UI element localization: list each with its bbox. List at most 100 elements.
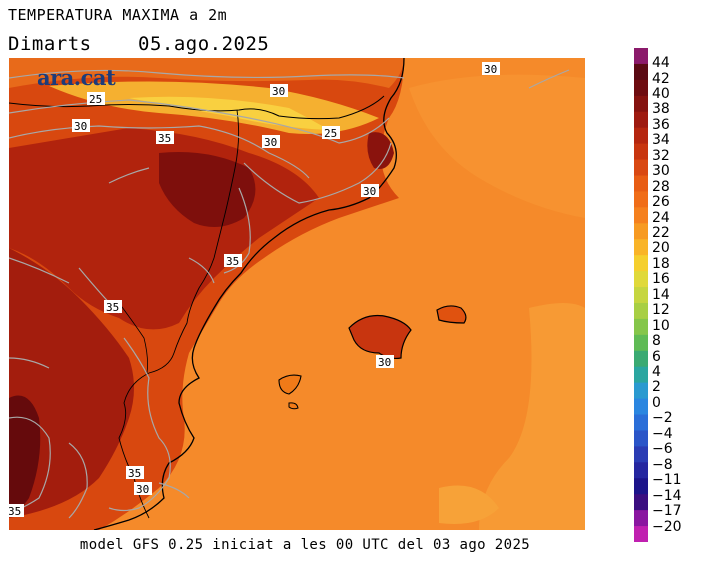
contour-label: 35 <box>106 301 119 314</box>
map-title: TEMPERATURA MAXIMA a 2m <box>8 6 228 24</box>
contour-line <box>68 442 88 519</box>
legend-swatch <box>634 302 648 320</box>
legend-swatch <box>634 446 648 463</box>
legend-swatch <box>634 223 648 240</box>
contour-line <box>158 482 190 499</box>
color-legend-bar <box>634 48 648 542</box>
legend-swatch <box>634 239 648 256</box>
legend-label: 12 <box>652 302 670 319</box>
contour-label: 30 <box>74 120 87 133</box>
contour-line <box>9 125 310 179</box>
contour-label: 30 <box>363 185 376 198</box>
legend-label: −4 <box>652 425 673 442</box>
legend-swatch <box>634 526 648 542</box>
legend-label: 4 <box>652 364 661 380</box>
legend-swatch <box>634 287 648 304</box>
legend-label: −2 <box>652 410 673 427</box>
legend-label: 22 <box>652 224 670 241</box>
northern-band <box>9 58 404 88</box>
coastline <box>93 58 405 530</box>
legend-swatch <box>634 175 648 192</box>
legend-label: 8 <box>652 333 661 350</box>
contour-label: 25 <box>324 127 337 140</box>
sea-patch-se <box>479 303 585 530</box>
legend-label: 30 <box>652 163 670 180</box>
legend-label: 40 <box>652 85 670 102</box>
legend-label: −20 <box>652 518 682 535</box>
legend-swatch <box>634 510 648 527</box>
legend-label: 26 <box>652 194 670 210</box>
contour-label: 35 <box>9 505 21 518</box>
legend-swatch <box>634 191 648 208</box>
day-label: Dimarts <box>8 33 92 55</box>
legend-swatch <box>634 48 648 65</box>
legend-swatch <box>634 159 648 176</box>
legend-swatch <box>634 63 648 81</box>
island-menorca <box>436 305 467 324</box>
legend-label: 18 <box>652 255 670 272</box>
contour-label: 35 <box>158 132 171 145</box>
legend-swatch <box>634 207 648 224</box>
contour-line <box>188 257 215 284</box>
contour-label: 30 <box>378 356 391 369</box>
sea-patch-ne <box>409 74 585 219</box>
legend-swatch <box>634 271 648 288</box>
legend-label: −17 <box>652 503 682 519</box>
contour-label: 35 <box>226 255 239 268</box>
legend-label: 32 <box>652 147 670 164</box>
border-regional <box>118 109 240 519</box>
legend-label: 10 <box>652 317 670 334</box>
contour-line <box>108 167 150 184</box>
contour-label: 25 <box>89 93 102 106</box>
model-footer: model GFS 0.25 iniciat a les 00 UTC del … <box>79 537 531 553</box>
legend-swatch <box>634 462 648 479</box>
contour-label: 30 <box>136 483 149 496</box>
legend-label: −11 <box>652 472 682 489</box>
legend-swatch <box>634 398 648 416</box>
legend-label: −6 <box>652 441 673 458</box>
legend-swatch <box>634 414 648 431</box>
date-label: 05.ago.2025 <box>138 33 270 55</box>
contour-line <box>9 357 50 369</box>
legend-swatch <box>634 366 648 384</box>
contour-line <box>243 142 392 204</box>
contour-label: 30 <box>272 85 285 98</box>
legend-label: 44 <box>652 55 670 71</box>
brand-logo: ara.cat <box>37 65 116 90</box>
legend-label: 28 <box>652 178 670 195</box>
legend-swatch <box>634 127 648 145</box>
contour-label: 30 <box>484 63 497 76</box>
contour-label: 35 <box>128 467 141 480</box>
legend-label: −8 <box>652 456 673 473</box>
legend-label: 0 <box>652 394 661 411</box>
legend-label: −14 <box>652 487 682 504</box>
legend-swatch <box>634 143 648 161</box>
contour-line <box>108 337 171 512</box>
legend-label: 36 <box>652 116 670 133</box>
hot-spot-emporda <box>367 132 394 169</box>
contour-label: 30 <box>264 136 277 149</box>
hottest-core-lleida <box>159 152 256 227</box>
border-pyrenees <box>9 95 385 120</box>
legend-swatch <box>634 95 648 113</box>
legend-swatch <box>634 478 648 495</box>
pyrenees-coolest <box>129 96 329 130</box>
legend-swatch <box>634 350 648 368</box>
contour-line <box>9 257 70 284</box>
island-eivissa <box>278 374 302 395</box>
island-mallorca <box>348 314 412 360</box>
legend-swatch <box>634 334 648 352</box>
sea-patch-s <box>439 485 499 524</box>
legend-label: 42 <box>652 70 670 87</box>
hot-region-west <box>9 248 134 518</box>
border-internal <box>118 302 148 374</box>
temperature-map: 25 30 35 25 30 30 30 30 35 35 30 35 30 3… <box>9 58 585 530</box>
legend-label: 6 <box>652 348 661 365</box>
contour-line <box>528 69 570 89</box>
legend-label: 14 <box>652 286 670 303</box>
contour-line <box>223 187 251 274</box>
hottest-core-sw <box>9 395 41 513</box>
legend-swatch <box>634 111 648 129</box>
legend-label: 38 <box>652 101 670 118</box>
contour-line <box>9 69 405 79</box>
